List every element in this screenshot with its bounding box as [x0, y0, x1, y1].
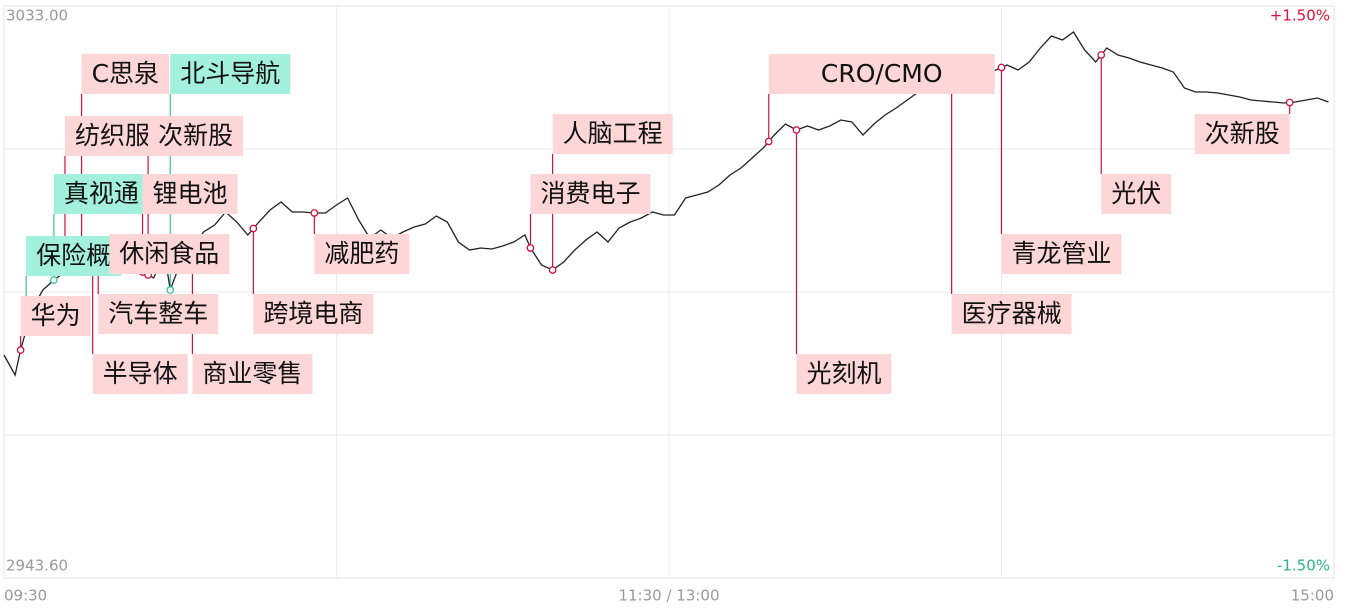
annotation: 青龙管业: [1001, 234, 1122, 274]
annotation: 汽车整车: [98, 294, 219, 334]
annotation: 商业零售: [192, 354, 313, 394]
annotation-box: [20, 296, 91, 336]
annotation-label: 减肥药: [324, 239, 399, 268]
annotation-label: 保险概: [36, 241, 111, 270]
annotation: 华为: [20, 296, 91, 336]
annotation: 医疗器械: [951, 294, 1072, 334]
annotation-marker: [16, 346, 25, 354]
annotation-marker: [166, 286, 175, 294]
annotation: 北斗导航: [170, 54, 291, 94]
annotation-label: 消费电子: [540, 179, 640, 208]
annotation-label: 华为: [31, 301, 81, 330]
annotation-box: [768, 54, 995, 94]
annotation-label: 次新股: [1205, 119, 1280, 148]
annotation: 减肥药: [314, 234, 410, 274]
annotation-box: [530, 174, 651, 214]
annotation-label: 真视通: [64, 179, 139, 208]
annotation-marker: [249, 224, 258, 233]
annotation-label: 跨境电商: [263, 299, 363, 328]
annotation-label: 锂电池: [153, 179, 228, 208]
y2-tick-label: +1.50%: [1270, 7, 1330, 25]
annotation-label: 光刻机: [806, 359, 881, 388]
annotation-label: 青龙管业: [1012, 239, 1112, 268]
annotation-label: 商业零售: [202, 359, 302, 388]
annotation-box: [148, 116, 244, 156]
annotation: 休闲食品: [109, 234, 230, 274]
annotation: 光刻机: [796, 354, 892, 394]
annotation: 保险概: [26, 236, 122, 276]
annotation-box: [192, 354, 313, 394]
annotation-box: [92, 354, 188, 394]
annotation-box: [170, 54, 291, 94]
annotation-label: 北斗导航: [180, 59, 280, 88]
annotation-box: [1194, 114, 1290, 154]
annotation: C思泉: [81, 54, 170, 94]
y2-tick-label: -1.50%: [1277, 557, 1330, 575]
price-layer: [3, 31, 1329, 377]
annotation-marker: [997, 63, 1006, 72]
annotation-marker: [764, 137, 773, 146]
annotation: 次新股: [1194, 114, 1290, 154]
y-tick-label: 3033.00: [6, 7, 68, 25]
annotation-box: [26, 236, 122, 276]
price-line: [3, 31, 1329, 377]
x-tick-label: 09:30: [4, 587, 47, 605]
annotation: 跨境电商: [253, 294, 374, 334]
annotation-box: [253, 294, 374, 334]
annotation-box: [552, 114, 673, 154]
annotation-marker: [1097, 51, 1106, 59]
annotation: CRO/CMO: [768, 54, 995, 94]
annotation-box: [53, 174, 149, 214]
annotation: 光伏: [1101, 174, 1172, 214]
y-tick-label: 2943.60: [6, 557, 68, 575]
annotation-label: 纺织服: [75, 121, 150, 150]
annotation-label: C思泉: [92, 59, 159, 88]
annotation-marker: [548, 266, 557, 274]
annotation-box: [109, 234, 230, 274]
annotation: 消费电子: [530, 174, 651, 214]
annotation: 半导体: [92, 354, 188, 394]
annotation-label: 休闲食品: [119, 239, 219, 268]
annotation-box: [314, 234, 410, 274]
annotation-marker: [1285, 98, 1294, 107]
annotation-label: 次新股: [158, 121, 233, 150]
annotation-box: [951, 294, 1072, 334]
annotation-box: [142, 174, 238, 214]
x-tick-label: 15:00: [1291, 587, 1334, 605]
annotation-box: [98, 294, 219, 334]
annotation-marker: [792, 126, 801, 134]
annotation-box: [1001, 234, 1122, 274]
annotation: 人脑工程: [552, 114, 673, 154]
annotation-box: [1101, 174, 1172, 214]
annotation-label: 医疗器械: [962, 299, 1062, 328]
annotation-label: 光伏: [1111, 179, 1161, 208]
annotation-label: 人脑工程: [563, 119, 663, 148]
annotation: 次新股: [148, 116, 244, 156]
annotation: 纺织服: [64, 116, 160, 156]
annotation-label: 汽车整车: [108, 299, 208, 328]
annotation-label: CRO/CMO: [821, 59, 943, 88]
annotation-marker: [310, 209, 319, 217]
annotation-box: [64, 116, 160, 156]
annotation-box: [81, 54, 170, 94]
annotation-marker: [50, 276, 58, 284]
annotation-box: [796, 354, 892, 394]
annotation: 真视通: [53, 174, 149, 214]
annotation-label: 半导体: [103, 359, 178, 388]
annotation-marker: [526, 244, 535, 252]
annotation: 锂电池: [142, 174, 238, 214]
x-tick-label: 11:30 / 13:00: [618, 587, 719, 605]
